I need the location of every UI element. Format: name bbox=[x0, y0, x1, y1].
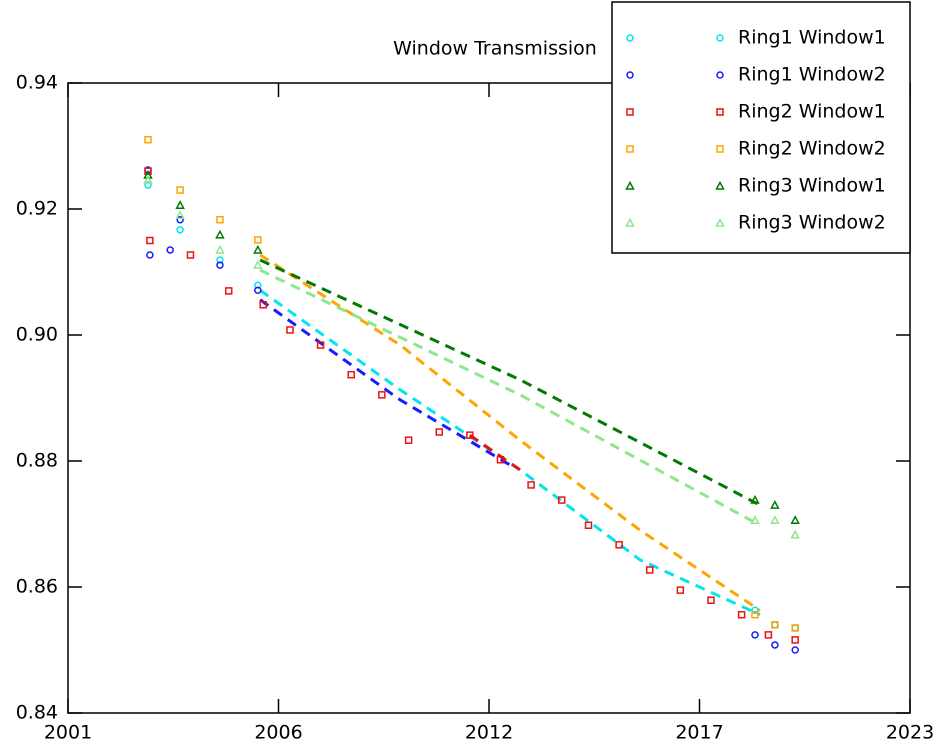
legend-marker bbox=[626, 145, 634, 153]
point bbox=[771, 641, 779, 649]
legend-label: Ring1 Window2 bbox=[738, 64, 886, 86]
x-tick-label: 2001 bbox=[44, 722, 92, 744]
legend-marker bbox=[626, 71, 634, 79]
legend-label: Ring2 Window1 bbox=[738, 101, 886, 123]
point bbox=[791, 636, 799, 644]
x-tick-label: 2023 bbox=[886, 722, 934, 744]
y-tick-label: 0.84 bbox=[16, 702, 58, 724]
point bbox=[253, 244, 263, 254]
point bbox=[253, 259, 263, 269]
point bbox=[216, 261, 224, 269]
point bbox=[146, 236, 154, 245]
point bbox=[216, 215, 224, 224]
point bbox=[254, 281, 262, 289]
point bbox=[176, 226, 184, 234]
point bbox=[771, 621, 779, 629]
legend-marker bbox=[625, 180, 635, 190]
point bbox=[176, 215, 184, 224]
point bbox=[316, 341, 325, 349]
point bbox=[146, 251, 154, 259]
point bbox=[254, 236, 262, 244]
legend-label: Ring2 Window2 bbox=[738, 138, 886, 160]
legend-marker bbox=[715, 180, 725, 190]
point bbox=[615, 541, 623, 549]
point bbox=[645, 566, 654, 574]
legend-label: Ring3 Window2 bbox=[738, 212, 886, 234]
point bbox=[143, 174, 153, 184]
point bbox=[216, 256, 224, 264]
point bbox=[175, 200, 185, 209]
y-tick-label: 0.90 bbox=[16, 324, 58, 346]
point bbox=[404, 436, 413, 444]
y-tick-label: 0.94 bbox=[16, 72, 58, 94]
point bbox=[790, 529, 800, 539]
legend-marker bbox=[715, 217, 725, 227]
point bbox=[186, 251, 195, 259]
point bbox=[144, 135, 152, 144]
fit-line bbox=[259, 289, 761, 617]
point bbox=[751, 606, 759, 615]
y-tick-label: 0.92 bbox=[16, 198, 58, 220]
fit-line bbox=[259, 298, 516, 470]
point bbox=[166, 246, 174, 254]
point bbox=[496, 455, 505, 464]
legend-marker bbox=[716, 71, 724, 79]
point bbox=[770, 500, 780, 509]
point bbox=[750, 494, 760, 504]
point bbox=[347, 370, 355, 379]
point bbox=[584, 521, 593, 530]
point bbox=[224, 287, 233, 295]
point bbox=[175, 210, 185, 220]
point bbox=[750, 515, 760, 524]
y-tick-label: 0.88 bbox=[16, 450, 58, 472]
point bbox=[435, 428, 443, 436]
point bbox=[791, 646, 799, 654]
legend-marker bbox=[626, 34, 634, 42]
fit-line bbox=[259, 268, 761, 527]
point bbox=[176, 186, 184, 194]
point bbox=[466, 431, 474, 439]
legend-marker bbox=[626, 108, 634, 116]
point bbox=[286, 326, 294, 334]
x-tick-label: 2017 bbox=[675, 722, 723, 744]
fit-line bbox=[259, 258, 761, 507]
point bbox=[737, 610, 746, 619]
point bbox=[771, 621, 779, 629]
legend: Ring1 Window1 Ring1 Window2 Ring2 Window1 R… bbox=[611, 1, 911, 254]
point bbox=[378, 391, 386, 399]
point bbox=[751, 631, 759, 639]
point bbox=[790, 515, 800, 524]
point bbox=[215, 229, 225, 239]
point bbox=[707, 596, 715, 604]
point bbox=[557, 496, 566, 504]
point bbox=[791, 624, 799, 632]
x-tick-label: 2006 bbox=[254, 722, 302, 744]
point bbox=[259, 301, 267, 309]
legend-label: Ring1 Window1 bbox=[738, 27, 886, 49]
point bbox=[764, 631, 773, 639]
fit-line bbox=[259, 253, 761, 612]
point bbox=[791, 624, 799, 632]
point bbox=[770, 515, 780, 524]
point bbox=[676, 586, 685, 594]
legend-marker bbox=[716, 34, 724, 42]
legend-marker bbox=[716, 108, 724, 116]
point bbox=[215, 244, 225, 254]
legend-box bbox=[611, 1, 911, 254]
fit-line bbox=[469, 433, 521, 472]
point bbox=[751, 610, 759, 619]
point bbox=[144, 181, 152, 189]
point bbox=[527, 481, 535, 489]
legend-marker bbox=[625, 217, 635, 227]
legend-label: Ring3 Window1 bbox=[738, 175, 886, 197]
chart-title: Window Transmission bbox=[393, 38, 597, 60]
y-tick-label: 0.86 bbox=[16, 576, 58, 598]
point bbox=[254, 286, 262, 295]
point bbox=[144, 167, 152, 175]
legend-marker bbox=[716, 145, 724, 153]
x-tick-label: 2012 bbox=[465, 722, 513, 744]
